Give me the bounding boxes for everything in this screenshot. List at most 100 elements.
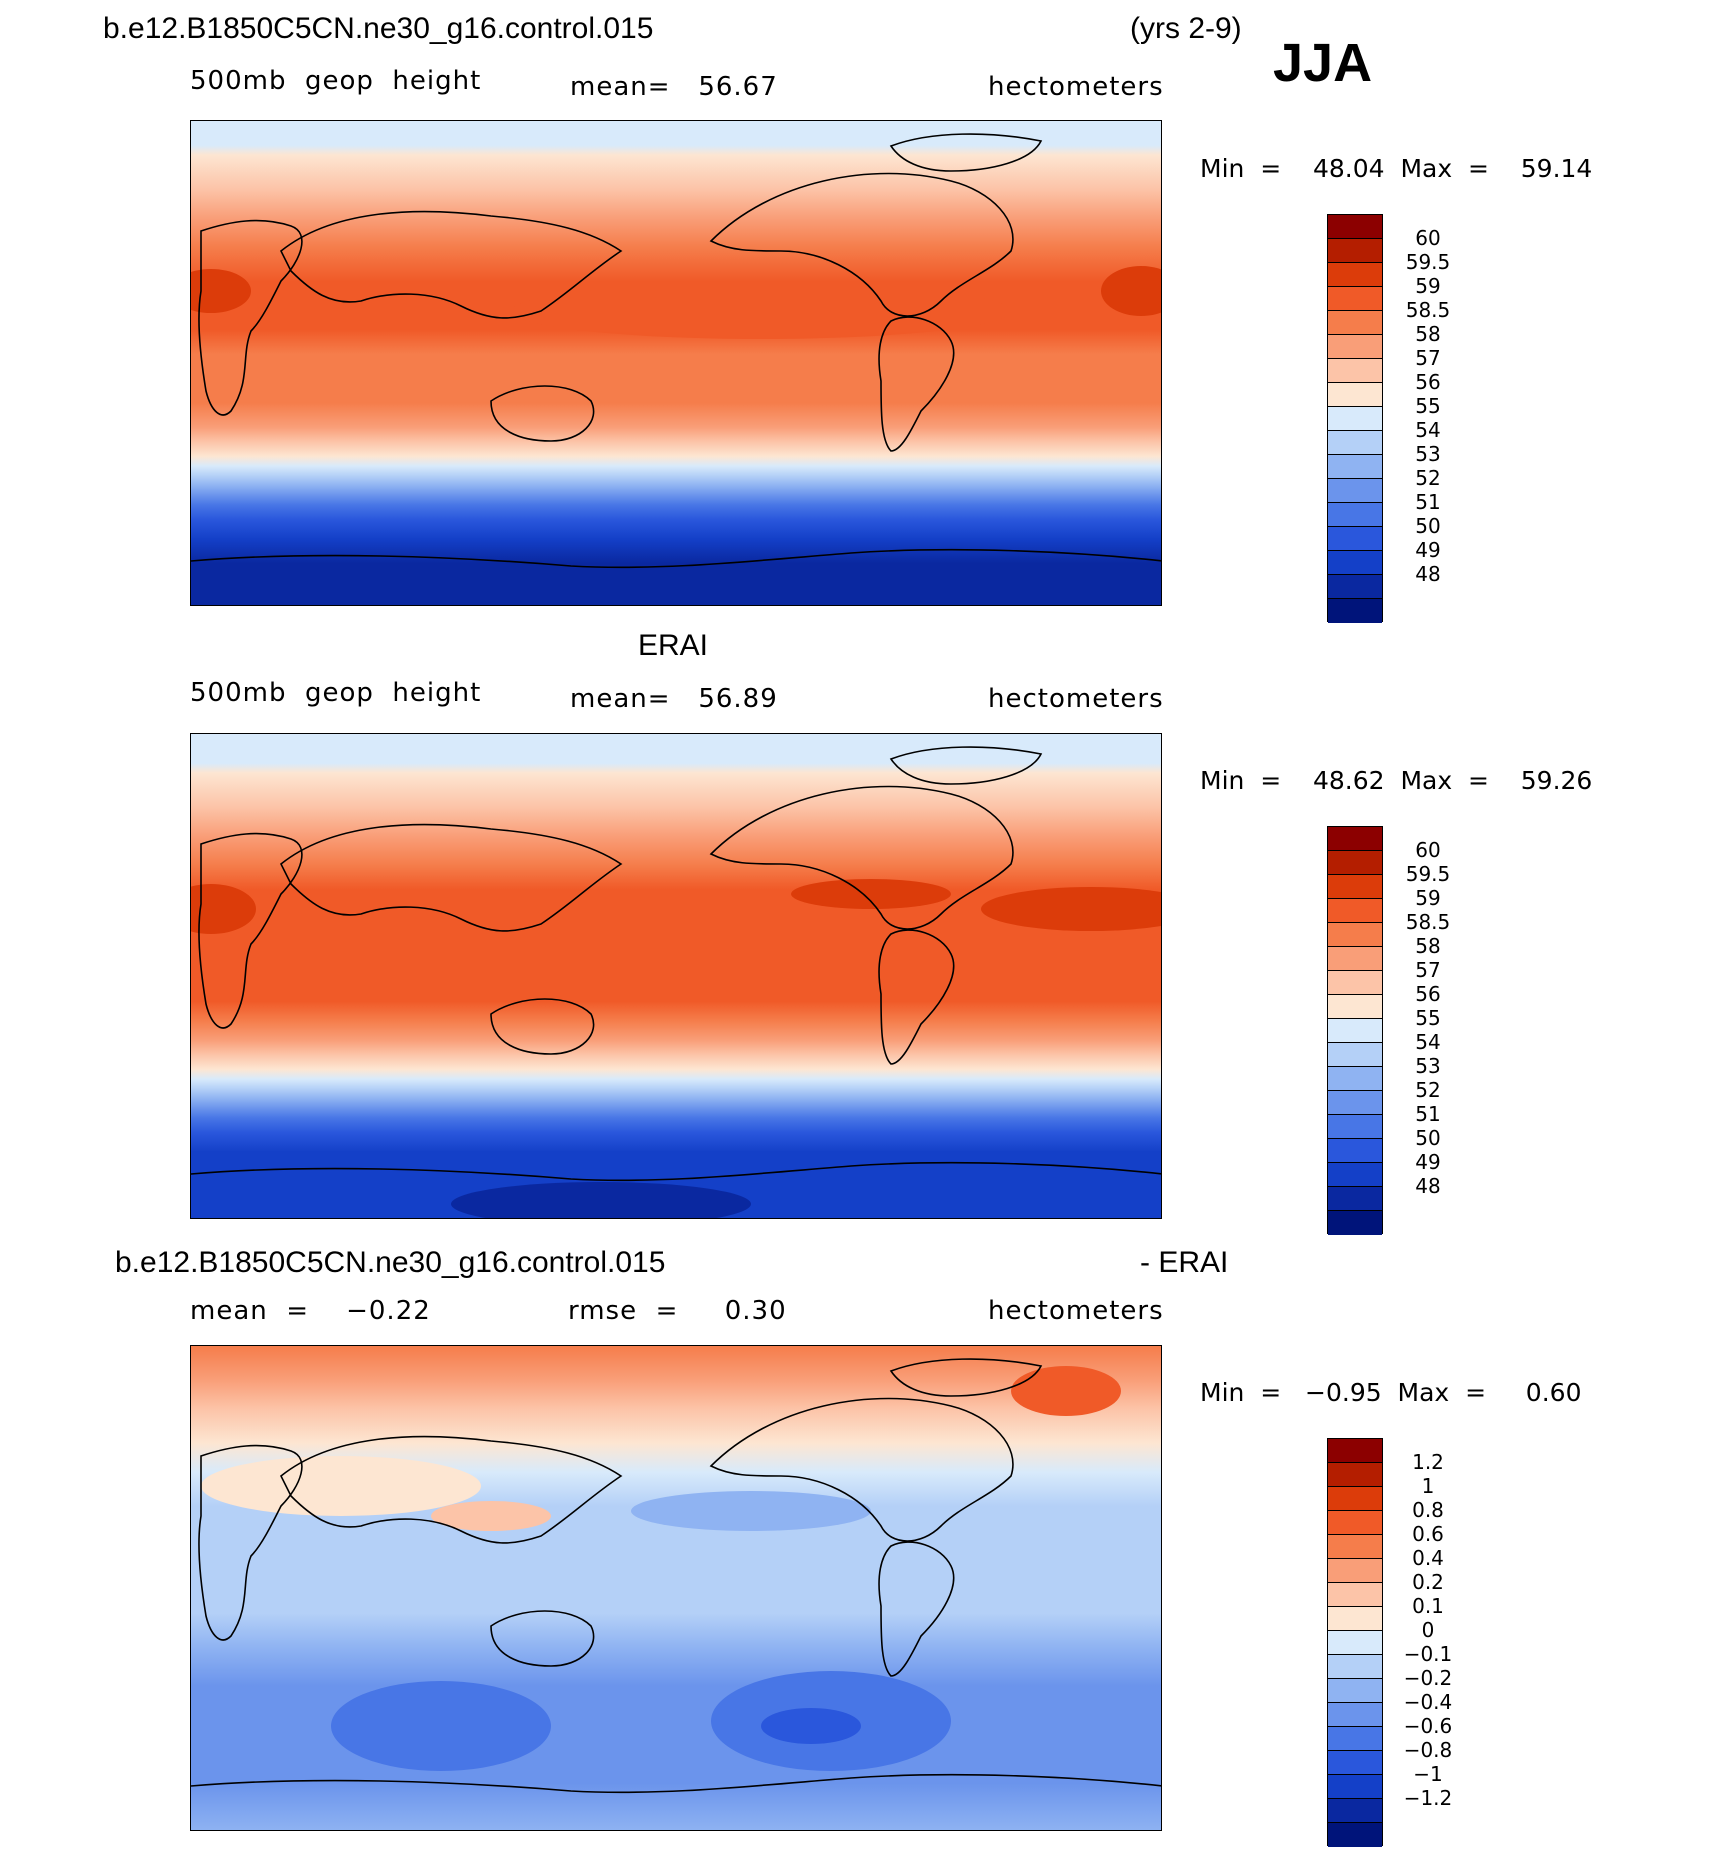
colorbar-tick-label: 56 xyxy=(1415,982,1441,1006)
colorbar-tick-label: 58 xyxy=(1415,322,1441,346)
colorbar-tick-label: 50 xyxy=(1415,1126,1441,1150)
panel1-mean: mean= 56.67 xyxy=(570,72,778,102)
colorbar-tick-label: 48 xyxy=(1415,562,1441,586)
colorbar-swatch xyxy=(1328,1799,1382,1823)
colorbar-swatch xyxy=(1328,599,1382,623)
season-label: JJA xyxy=(1273,33,1373,93)
panel2-colorbar xyxy=(1327,826,1383,1235)
colorbar-tick-label: 50 xyxy=(1415,514,1441,538)
panel1-variable: 500mb geop height xyxy=(190,66,482,96)
colorbar-swatch xyxy=(1328,1703,1382,1727)
colorbar-tick-label: −0.6 xyxy=(1403,1714,1453,1738)
panel2-minmax: Min = 48.62 Max = 59.26 xyxy=(1200,766,1593,795)
colorbar-tick-label: 52 xyxy=(1415,1078,1441,1102)
colorbar-swatch xyxy=(1328,851,1382,875)
colorbar-tick-label: 56 xyxy=(1415,370,1441,394)
colorbar-swatch xyxy=(1328,287,1382,311)
colorbar-tick-label: 57 xyxy=(1415,958,1441,982)
colorbar-tick-label: 49 xyxy=(1415,538,1441,562)
panel3-mean: mean = −0.22 xyxy=(190,1296,431,1326)
colorbar-swatch xyxy=(1328,1751,1382,1775)
panel1-minmax: Min = 48.04 Max = 59.14 xyxy=(1200,154,1593,183)
colorbar-swatch xyxy=(1328,431,1382,455)
colorbar-swatch xyxy=(1328,1139,1382,1163)
colorbar-tick-label: 0.8 xyxy=(1412,1498,1444,1522)
colorbar-swatch xyxy=(1328,215,1382,239)
colorbar-tick-label: −0.2 xyxy=(1403,1666,1453,1690)
colorbar-tick-label: 60 xyxy=(1415,838,1441,862)
coastlines xyxy=(191,133,1161,569)
colorbar-swatch xyxy=(1328,551,1382,575)
colorbar-swatch xyxy=(1328,239,1382,263)
colorbar-swatch xyxy=(1328,995,1382,1019)
panel3-units: hectometers xyxy=(988,1296,1164,1326)
colorbar-swatch xyxy=(1328,1607,1382,1631)
colorbar-swatch xyxy=(1328,1655,1382,1679)
colorbar-tick-label: 60 xyxy=(1415,226,1441,250)
colorbar-tick-label: 55 xyxy=(1415,1006,1441,1030)
colorbar-swatch xyxy=(1328,359,1382,383)
colorbar-swatch xyxy=(1328,335,1382,359)
panel3-rmse: rmse = 0.30 xyxy=(568,1296,787,1326)
panel2-map xyxy=(190,733,1162,1219)
panel3-minmax: Min = −0.95 Max = 0.60 xyxy=(1200,1378,1582,1407)
colorbar-swatch xyxy=(1328,1583,1382,1607)
colorbar-tick-label: −0.4 xyxy=(1403,1690,1453,1714)
colorbar-tick-label: 51 xyxy=(1415,490,1441,514)
colorbar-swatch xyxy=(1328,1535,1382,1559)
panel2-mean: mean= 56.89 xyxy=(570,684,778,714)
panel3-title-left: b.e12.B1850C5CN.ne30_g16.control.015 xyxy=(115,1246,666,1279)
colorbar-swatch xyxy=(1328,1019,1382,1043)
panel1-units: hectometers xyxy=(988,72,1164,102)
colorbar-swatch xyxy=(1328,1163,1382,1187)
colorbar-tick-label: −1 xyxy=(1413,1762,1443,1786)
case-title: b.e12.B1850C5CN.ne30_g16.control.015 xyxy=(103,12,654,45)
colorbar-swatch xyxy=(1328,1559,1382,1583)
colorbar-tick-label: 53 xyxy=(1415,442,1441,466)
colorbar-swatch xyxy=(1328,455,1382,479)
colorbar-swatch xyxy=(1328,1211,1382,1235)
colorbar-swatch xyxy=(1328,971,1382,995)
coastlines xyxy=(191,1358,1161,1794)
colorbar-swatch xyxy=(1328,1067,1382,1091)
colorbar-tick-label: −0.8 xyxy=(1403,1738,1453,1762)
colorbar-swatch xyxy=(1328,263,1382,287)
colorbar-swatch xyxy=(1328,479,1382,503)
colorbar-tick-label: 0 xyxy=(1421,1618,1435,1642)
colorbar-tick-label: 1.2 xyxy=(1412,1450,1444,1474)
colorbar-tick-label: 53 xyxy=(1415,1054,1441,1078)
colorbar-tick-label: 0.6 xyxy=(1412,1522,1444,1546)
colorbar-swatch xyxy=(1328,899,1382,923)
panel1-colorbar xyxy=(1327,214,1383,623)
colorbar-tick-label: 54 xyxy=(1415,1030,1441,1054)
colorbar-tick-label: 0.2 xyxy=(1412,1570,1444,1594)
colorbar-swatch xyxy=(1328,1043,1382,1067)
colorbar-swatch xyxy=(1328,575,1382,599)
panel2-variable: 500mb geop height xyxy=(190,678,482,708)
colorbar-tick-label: 58 xyxy=(1415,934,1441,958)
colorbar-swatch xyxy=(1328,1115,1382,1139)
colorbar-tick-label: 1 xyxy=(1421,1474,1435,1498)
colorbar-swatch xyxy=(1328,1631,1382,1655)
colorbar-tick-label: 54 xyxy=(1415,418,1441,442)
colorbar-swatch xyxy=(1328,1727,1382,1751)
colorbar-tick-label: −0.1 xyxy=(1403,1642,1453,1666)
colorbar-tick-label: −1.2 xyxy=(1403,1786,1453,1810)
colorbar-swatch xyxy=(1328,311,1382,335)
colorbar-swatch xyxy=(1328,1679,1382,1703)
colorbar-tick-label: 58.5 xyxy=(1405,298,1451,322)
colorbar-swatch xyxy=(1328,947,1382,971)
colorbar-swatch xyxy=(1328,1463,1382,1487)
panel3-title-right: - ERAI xyxy=(1140,1246,1229,1279)
colorbar-tick-label: 59.5 xyxy=(1405,250,1451,274)
panel3-map xyxy=(190,1345,1162,1831)
colorbar-swatch xyxy=(1328,1439,1382,1463)
panel3-colorbar xyxy=(1327,1438,1383,1847)
colorbar-swatch xyxy=(1328,1187,1382,1211)
colorbar-tick-label: 51 xyxy=(1415,1102,1441,1126)
colorbar-tick-label: 48 xyxy=(1415,1174,1441,1198)
colorbar-swatch xyxy=(1328,1091,1382,1115)
panel2-title: ERAI xyxy=(638,629,709,662)
panel2-units: hectometers xyxy=(988,684,1164,714)
years-label: (yrs 2-9) xyxy=(1130,12,1242,45)
